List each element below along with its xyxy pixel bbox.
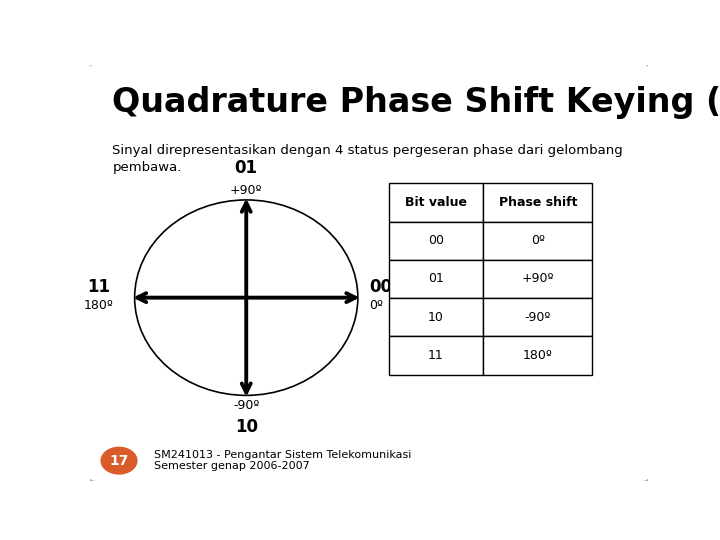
Bar (389, 336, 483, 375)
Bar (483, 221, 593, 260)
Text: 00: 00 (369, 278, 392, 296)
Text: 0º: 0º (531, 234, 545, 247)
Bar (389, 298, 483, 336)
Text: -90º: -90º (525, 310, 551, 323)
Text: -90º: -90º (233, 399, 259, 411)
FancyBboxPatch shape (89, 64, 649, 482)
Bar (389, 260, 483, 298)
Text: 180º: 180º (523, 349, 553, 362)
Text: Sinyal direpresentasikan dengan 4 status pergeseran phase dari gelombang
pembawa: Sinyal direpresentasikan dengan 4 status… (112, 144, 623, 174)
Text: 180º: 180º (84, 300, 113, 313)
Text: Quadrature Phase Shift Keying (QPSK): Quadrature Phase Shift Keying (QPSK) (112, 85, 720, 119)
Text: Phase shift: Phase shift (498, 196, 577, 209)
Text: 11: 11 (87, 278, 110, 296)
Text: +90º: +90º (230, 184, 263, 197)
Text: 10: 10 (235, 418, 258, 436)
Text: +90º: +90º (521, 273, 554, 286)
Text: 10: 10 (428, 310, 444, 323)
Circle shape (101, 447, 137, 474)
Text: 17: 17 (109, 454, 129, 468)
Text: 00: 00 (428, 234, 444, 247)
Text: Semester genap 2006-2007: Semester genap 2006-2007 (154, 461, 310, 471)
Bar (389, 221, 483, 260)
Bar (483, 260, 593, 298)
Text: 11: 11 (428, 349, 444, 362)
Text: 0º: 0º (369, 300, 383, 313)
Bar (483, 183, 593, 221)
Text: Bit value: Bit value (405, 196, 467, 209)
Bar (483, 336, 593, 375)
Text: 01: 01 (235, 159, 258, 177)
Bar (389, 183, 483, 221)
Text: SM241013 - Pengantar Sistem Telekomunikasi: SM241013 - Pengantar Sistem Telekomunika… (154, 450, 412, 460)
Bar (483, 298, 593, 336)
Text: 01: 01 (428, 273, 444, 286)
